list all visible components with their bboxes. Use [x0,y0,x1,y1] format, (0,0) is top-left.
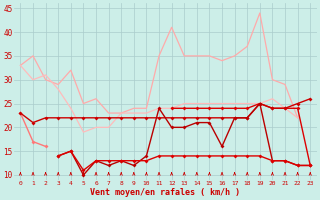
X-axis label: Vent moyen/en rafales ( km/h ): Vent moyen/en rafales ( km/h ) [90,188,240,197]
